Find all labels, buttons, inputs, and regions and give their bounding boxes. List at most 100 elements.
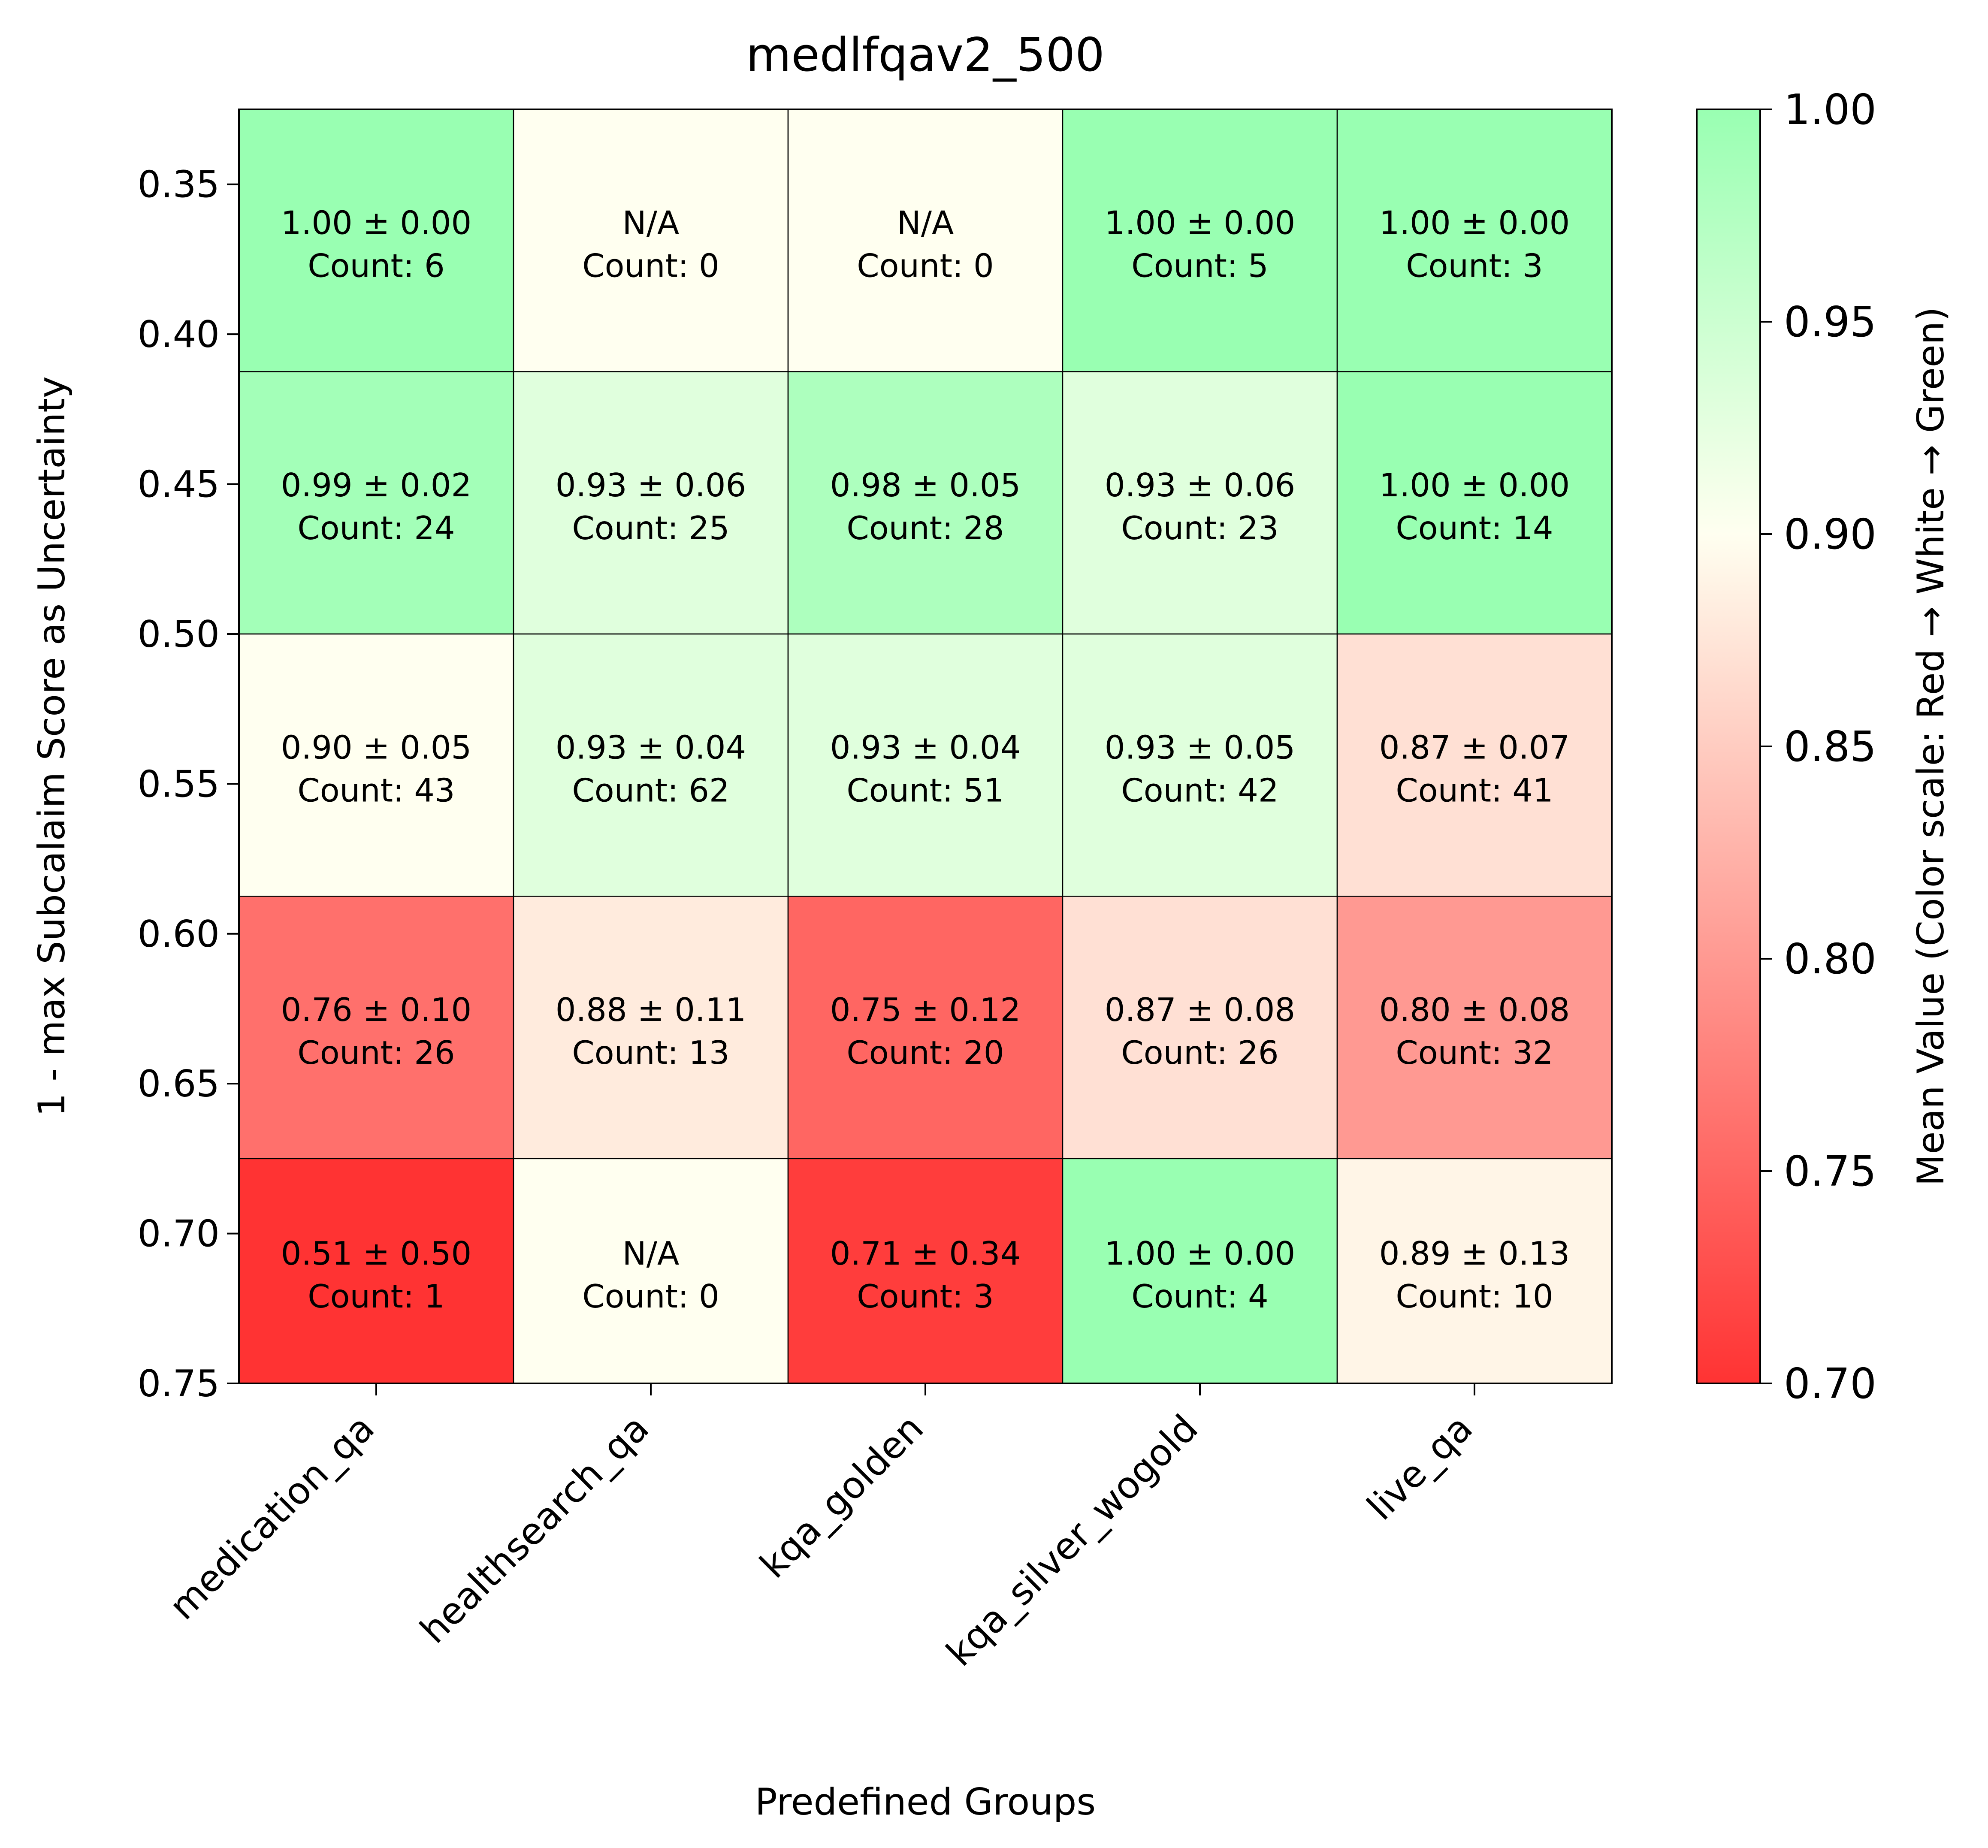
colorbar [1696,109,1761,1384]
colorbar-ticks: 1.00 0.95 0.90 0.85 0.80 0.75 0.70 [1760,85,1876,1408]
heatmap-cell [513,1158,789,1384]
colorbar-tick-label: 0.70 [1784,1359,1876,1408]
cell-value-label: 1.00 ± 0.00 [1379,204,1570,242]
y-tick-label: 0.75 [138,1362,220,1405]
cell-count-label: Count: 43 [297,772,455,809]
cell-count-label: Count: 4 [1131,1277,1269,1315]
cell-value-label: 0.76 ± 0.10 [281,991,472,1029]
cell-value-label: 0.98 ± 0.05 [830,466,1021,504]
cell-value-label: 0.88 ± 0.11 [556,991,746,1029]
cell-value-label: 1.00 ± 0.00 [1379,466,1570,504]
heatmap-cell [1336,371,1613,635]
cell-count-label: Count: 20 [846,1034,1004,1072]
cell-value-label: N/A [897,204,954,242]
heatmap-cell [1336,109,1613,372]
cell-value-label: 0.71 ± 0.34 [830,1235,1021,1272]
cell-value-label: 0.89 ± 0.13 [1379,1235,1570,1272]
heatmap-cells [238,109,1613,1384]
x-tick-label: kqa_silver_wogold [938,1407,1206,1675]
y-tick-label: 0.60 [138,913,220,956]
cell-value-label: 0.51 ± 0.50 [281,1235,472,1272]
heatmap-cell [1336,896,1613,1160]
chart-title: medlfqav2_500 [746,28,1105,82]
cell-count-label: Count: 24 [297,509,455,547]
cell-count-label: Count: 26 [1121,1034,1278,1072]
heatmap-cell-labels: 1.00 ± 0.00 Count: 6 N/A Count: 0 N/A Count: … [281,204,1570,1315]
cell-count-label: Count: 42 [1121,772,1278,809]
x-tick-label: medication_qa [161,1407,383,1628]
cell-count-label: Count: 5 [1131,247,1269,285]
heatmap-cell [787,1158,1063,1384]
y-tick-label: 0.65 [138,1063,220,1105]
heatmap-cell [513,633,789,897]
y-tick-label: 0.55 [138,763,220,806]
heatmap-cell [513,371,789,635]
colorbar-tick-label: 0.80 [1784,935,1876,983]
heatmap-cell [1062,109,1338,372]
y-axis-label: 1 - max Subcalaim Score as Uncertainty [30,376,73,1117]
cell-count-label: Count: 3 [857,1277,994,1315]
cell-count-label: Count: 3 [1406,247,1543,285]
cell-value-label: 0.87 ± 0.07 [1379,729,1570,767]
cell-value-label: 0.99 ± 0.02 [281,466,472,504]
heatmap-cell [1336,633,1613,897]
cell-count-label: Count: 28 [846,509,1004,547]
heatmap-cell [1062,633,1338,897]
cell-count-label: Count: 13 [572,1034,729,1072]
heatmap-cell [787,896,1063,1160]
colorbar-tick-label: 0.90 [1784,510,1876,559]
cell-value-label: 1.00 ± 0.00 [281,204,472,242]
cell-count-label: Count: 32 [1396,1034,1553,1072]
heatmap-cell [787,633,1063,897]
heatmap-cell [238,109,514,372]
colorbar-tick-label: 0.85 [1784,722,1876,771]
cell-value-label: 1.00 ± 0.00 [1105,204,1296,242]
cell-value-label: 0.87 ± 0.08 [1105,991,1296,1029]
cell-value-label: 0.80 ± 0.08 [1379,991,1570,1029]
y-tick-label: 0.50 [138,613,220,656]
cell-value-label: 0.93 ± 0.06 [556,466,746,504]
cell-count-label: Count: 14 [1396,509,1553,547]
heatmap-cell [513,109,789,372]
colorbar-tick-label: 1.00 [1784,85,1876,134]
cell-value-label: 1.00 ± 0.00 [1105,1235,1296,1272]
y-tick-label: 0.45 [138,463,220,506]
cell-value-label: 0.93 ± 0.06 [1105,466,1296,504]
cell-value-label: 0.90 ± 0.05 [281,729,472,767]
y-axis-ticks: 0.35 0.40 0.45 0.50 0.55 0.60 0.65 0.70 0.75 [138,163,239,1405]
cell-value-label: 0.75 ± 0.12 [830,991,1021,1029]
heatmap-cell [238,1158,514,1384]
cell-count-label: Count: 1 [308,1277,445,1315]
heatmap-cell [1336,1158,1613,1384]
cell-count-label: Count: 62 [572,772,729,809]
colorbar-label: Mean Value (Color scale: Red → White → G… [1909,307,1952,1186]
cell-count-label: Count: 10 [1396,1277,1553,1315]
cell-value-label: N/A [622,1235,680,1272]
heatmap-cell [1062,896,1338,1160]
x-tick-label: live_qa [1359,1407,1481,1528]
colorbar-tick-label: 0.75 [1784,1147,1876,1196]
cell-count-label: Count: 51 [846,772,1004,809]
y-tick-label: 0.70 [138,1213,220,1256]
x-tick-label: kqa_golden [752,1407,931,1586]
cell-count-label: Count: 0 [582,247,719,285]
y-tick-label: 0.40 [138,313,220,356]
y-tick-label: 0.35 [138,163,220,206]
colorbar-tick-label: 0.95 [1784,298,1876,346]
cell-count-label: Count: 25 [572,509,729,547]
cell-count-label: Count: 6 [308,247,445,285]
cell-value-label: 0.93 ± 0.05 [1105,729,1296,767]
cell-count-label: Count: 0 [582,1277,719,1315]
heatmap-cell [513,896,789,1160]
cell-value-label: 0.93 ± 0.04 [830,729,1021,767]
cell-count-label: Count: 26 [297,1034,455,1072]
x-tick-label: healthsearch_qa [412,1407,657,1652]
cell-count-label: Count: 0 [857,247,994,285]
cell-value-label: 0.93 ± 0.04 [556,729,746,767]
heatmap-cell [787,371,1063,635]
x-axis-ticks: medication_qa healthsearch_qa kqa_golden kq… [161,1383,1481,1675]
cell-count-label: Count: 23 [1121,509,1278,547]
heatmap-cell [238,371,514,635]
cell-count-label: Count: 41 [1396,772,1553,809]
